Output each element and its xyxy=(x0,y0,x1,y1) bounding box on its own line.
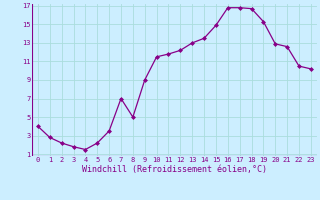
X-axis label: Windchill (Refroidissement éolien,°C): Windchill (Refroidissement éolien,°C) xyxy=(82,165,267,174)
